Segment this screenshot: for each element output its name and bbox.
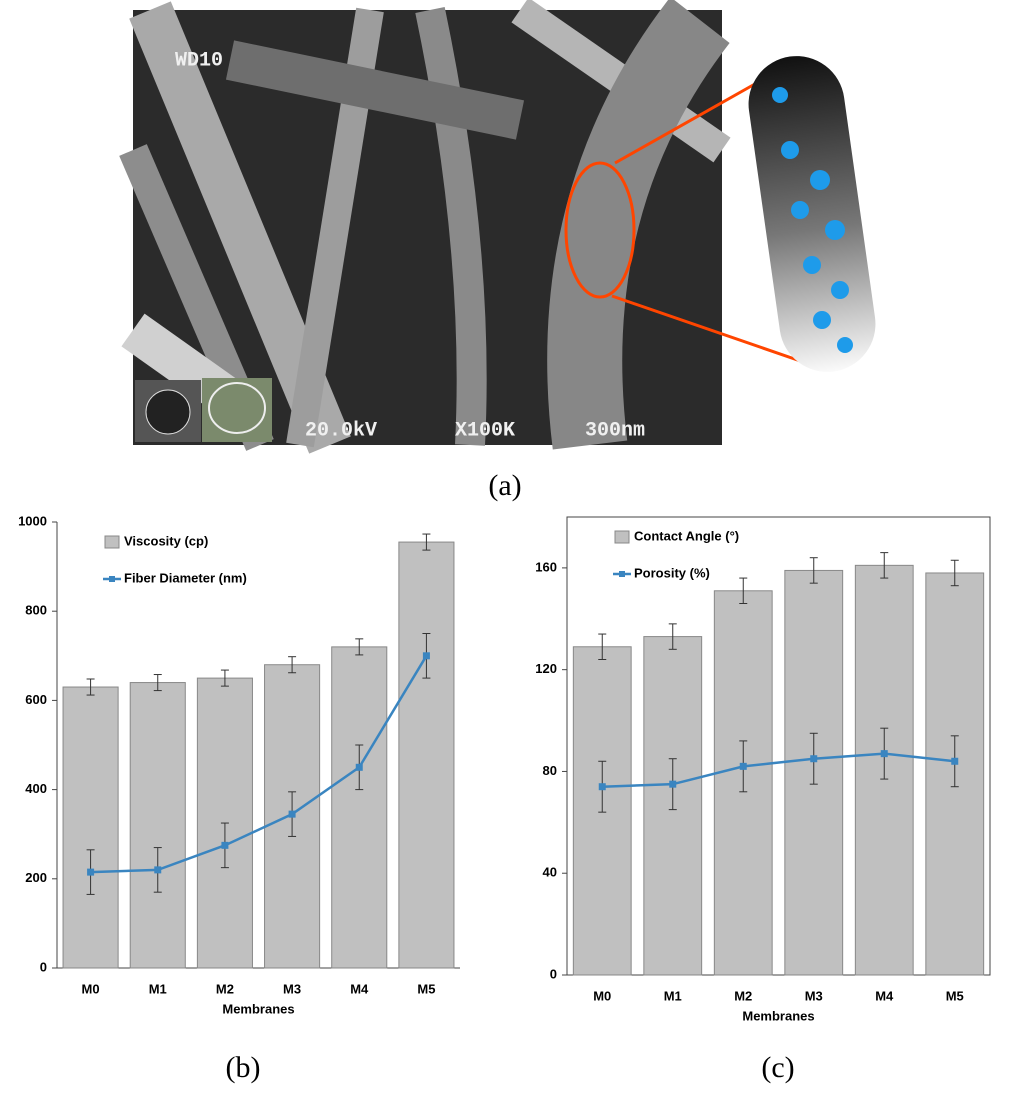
x-tick-label: M3 (283, 981, 301, 996)
x-tick-label: M4 (350, 981, 369, 996)
y-tick-label: 120 (535, 661, 557, 676)
marker (422, 652, 430, 660)
panel-label: (c) (761, 1051, 794, 1084)
x-tick-label: M4 (875, 988, 894, 1003)
marker (355, 763, 363, 771)
marker (669, 780, 677, 788)
sem-label: WD10 (175, 49, 223, 72)
legend-marker (109, 576, 115, 582)
y-tick-label: 600 (25, 692, 47, 707)
panel-label: (b) (226, 1051, 261, 1084)
y-tick-label: 40 (543, 865, 557, 880)
bar (331, 646, 388, 969)
sem-label: 20.0kV (305, 419, 377, 442)
x-tick-label: M5 (946, 988, 964, 1003)
marker (87, 868, 95, 876)
legend-marker (619, 571, 625, 577)
sem-label: 300nm (585, 419, 645, 442)
y-tick-label: 160 (535, 559, 557, 574)
y-tick-label: 800 (25, 603, 47, 618)
legend-label: Contact Angle (°) (634, 528, 739, 543)
marker (288, 810, 296, 818)
marker (810, 755, 818, 763)
sem-image: WD10 20.0kV X100K 300nm (119, 0, 876, 454)
legend-label: Viscosity (cp) (124, 533, 208, 548)
panel-label: (a) (488, 469, 521, 502)
y-tick-label: 400 (25, 781, 47, 796)
y-tick-label: 0 (550, 966, 557, 981)
x-axis-title: Membranes (222, 1001, 294, 1016)
x-axis-title: Membranes (742, 1008, 814, 1023)
line (90, 655, 428, 874)
marker (221, 841, 229, 849)
y-tick-label: 1000 (18, 513, 47, 528)
x-tick-label: M1 (149, 981, 167, 996)
legend-swatch (104, 535, 120, 549)
y-tick-label: 200 (25, 870, 47, 885)
x-tick-label: M1 (664, 988, 682, 1003)
x-tick-label: M3 (805, 988, 823, 1003)
y-tick-label: 0 (40, 959, 47, 974)
bar (129, 682, 186, 969)
x-tick-label: M2 (216, 981, 234, 996)
marker (598, 783, 606, 791)
bar (62, 686, 119, 969)
bar (398, 541, 455, 969)
line (602, 752, 955, 788)
marker (951, 757, 959, 765)
marker (154, 866, 162, 874)
x-tick-label: M0 (82, 981, 100, 996)
legend-label: Porosity (%) (634, 565, 710, 580)
legend-label: Fiber Diameter (nm) (124, 570, 247, 585)
x-tick-label: M5 (417, 981, 435, 996)
y-tick-label: 80 (543, 763, 557, 778)
sem-label: X100K (455, 419, 515, 442)
legend-swatch (614, 530, 630, 544)
marker (739, 762, 747, 770)
marker (880, 750, 888, 758)
x-tick-label: M0 (593, 988, 611, 1003)
x-tick-label: M2 (734, 988, 752, 1003)
